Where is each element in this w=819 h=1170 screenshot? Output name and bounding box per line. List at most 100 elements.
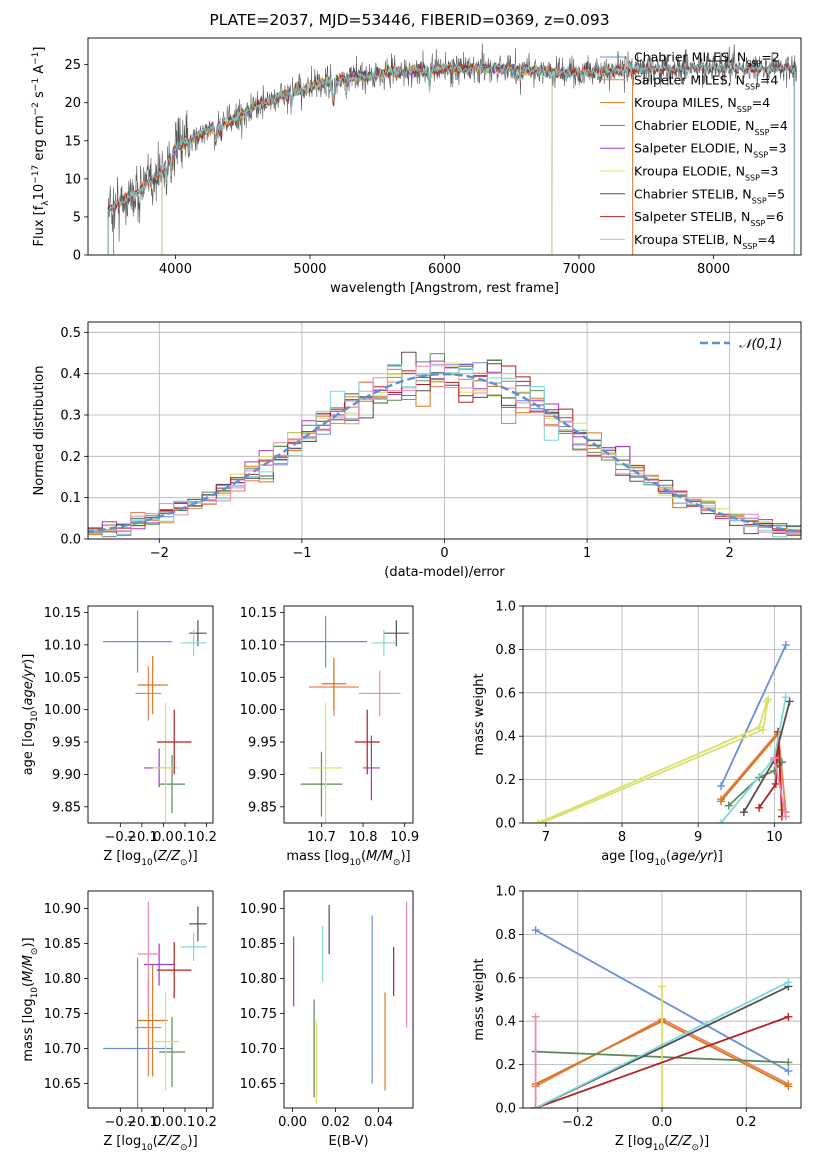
weight-marker (658, 982, 666, 991)
normal-curve (88, 372, 801, 534)
y-axis-label: mass weight (472, 673, 487, 755)
x-tick-label: 0.00 (278, 1115, 307, 1130)
x-tick-label: 8 (618, 830, 626, 845)
weight-marker (717, 797, 726, 806)
axes-frame (283, 890, 414, 1109)
legend-label: Chabrier ELODIE, NSSP=4 (634, 118, 788, 137)
spectrum-model-chabrier-stelib (107, 60, 795, 255)
y-tick-label: 0.8 (495, 643, 516, 658)
axes-frame (87, 890, 214, 1109)
weight-marker (538, 819, 547, 823)
weight-marker (739, 808, 748, 817)
y-tick-label: 0.6 (495, 686, 516, 701)
spectrum-model-salpeter-miles (113, 60, 634, 255)
weight-marker (781, 812, 790, 821)
axes-age_vs_mass: 10.7 10.8 10.9 9.85 9.90 9.95 10.00 10.05 10.10 1… (240, 605, 419, 868)
y-tick-label: 10.05 (44, 671, 81, 686)
x-tick-label: 2 (726, 546, 734, 561)
y-axis-label: Flux [fλ10−17 erg cm−2 s−1 A−1] (31, 47, 51, 247)
x-axis-label: E(B-V) (328, 1134, 368, 1149)
legend-label: Salpeter STELIB, NSSP=6 (634, 209, 784, 228)
y-tick-label: 10.80 (240, 972, 277, 987)
weight-marker (531, 1104, 540, 1108)
y-tick-label: 10.00 (44, 703, 81, 718)
legend-label: Salpeter ELODIE, NSSP=3 (634, 141, 787, 160)
legend: Chabrier MILES, NSSP=2 Salpeter MILES, NS… (600, 50, 788, 251)
y-tick-label: 0.2 (495, 1058, 516, 1073)
plot-area (103, 901, 207, 1108)
y-axis-label: age [log10(age/yr)] (21, 654, 40, 776)
weight-marker (755, 803, 764, 812)
x-tick-label: −0.2 (562, 1115, 594, 1130)
legend-label: Kroupa ELODIE, NSSP=3 (634, 164, 778, 183)
legend: 𝒩(0,1) (700, 337, 782, 352)
x-axis-label: (data-model)/error (384, 565, 505, 580)
y-tick-label: 20 (64, 96, 81, 111)
y-tick-label: 10.65 (240, 1077, 277, 1092)
axes-weight_vs_Z: −0.2 0.0 0.2 0.0 0.2 0.4 0.6 0.8 1.0 Z [log10(Z/Z… (472, 885, 802, 1153)
y-tick-label: 10.05 (240, 671, 277, 686)
axes-frame (522, 890, 802, 1109)
x-tick-label: 0.0 (153, 1115, 174, 1130)
weight-marker (717, 782, 726, 791)
y-tick-label: 0.2 (495, 773, 516, 788)
y-tick-label: 0.0 (495, 817, 516, 832)
x-tick-label: 10.8 (349, 830, 378, 845)
x-tick-label: 4000 (159, 262, 192, 277)
weight-marker (531, 926, 540, 935)
y-tick-label: 10.15 (240, 606, 277, 621)
x-tick-label: −0.1 (126, 830, 158, 845)
weight-marker (785, 697, 794, 706)
axes-frame (87, 37, 802, 256)
weight-marker (724, 801, 733, 810)
histogram-pink (88, 363, 801, 538)
weight-marker (781, 641, 790, 650)
weight-marker (534, 819, 543, 823)
x-tick-label: 10.9 (390, 830, 419, 845)
y-tick-label: 10.65 (44, 1077, 81, 1092)
weight-marker (784, 1082, 793, 1091)
weight-marker (764, 695, 773, 704)
spectrum-model-kroupa-stelib (107, 61, 795, 255)
plot-area (88, 351, 801, 538)
weight-marker (784, 978, 793, 987)
spectrum-model-salpeter-stelib (107, 61, 795, 255)
y-tick-label: 10.85 (240, 937, 277, 952)
weight-line-salpeter-stelib (758, 731, 783, 817)
weight-marker (531, 1012, 540, 1021)
x-tick-label: 8000 (697, 262, 730, 277)
y-tick-label: 0.2 (60, 450, 81, 465)
y-tick-label: 0.4 (60, 367, 81, 382)
x-tick-label: 7 (542, 830, 550, 845)
y-tick-label: 10.85 (44, 937, 81, 952)
weight-marker (658, 1104, 666, 1108)
y-tick-label: 9.90 (52, 768, 81, 783)
y-tick-label: 0.4 (495, 1015, 516, 1030)
x-tick-label: 10 (766, 830, 783, 845)
y-tick-label: 0.5 (60, 326, 81, 341)
x-tick-label: 6000 (428, 262, 461, 277)
x-tick-label: −0.1 (126, 1115, 158, 1130)
y-axis-label: mass [log10(M/M⊙)] (21, 937, 40, 1061)
plot-area (534, 641, 794, 823)
weight-line-kroupa-stelib (535, 981, 789, 1108)
y-tick-label: 10.00 (240, 703, 277, 718)
weight-line-pink (773, 757, 787, 817)
y-tick-label: 0.0 (495, 1102, 516, 1117)
plot-area (531, 926, 793, 1108)
spectrum-model-chabrier-elodie (161, 63, 553, 255)
y-tick-label: 9.95 (52, 736, 81, 751)
x-axis-label: wavelength [Angstrom, rest frame] (330, 281, 559, 296)
x-tick-label: 0.0 (153, 830, 174, 845)
plot-area (293, 901, 408, 1105)
axes-weight_vs_age: 7 8 9 10 0.0 0.2 0.4 0.6 0.8 1.0 age [log10(age/yr… (472, 600, 802, 868)
weight-marker (784, 1058, 793, 1067)
x-tick-label: 5000 (293, 262, 326, 277)
y-tick-label: 25 (64, 58, 81, 73)
axes-frame (87, 321, 802, 540)
legend-label: Kroupa STELIB, NSSP=4 (634, 232, 776, 251)
y-tick-label: 0.6 (495, 971, 516, 986)
y-tick-label: 10.70 (240, 1042, 277, 1057)
x-tick-label: −0.2 (105, 830, 137, 845)
legend-label: Kroupa MILES, NSSP=4 (634, 95, 770, 114)
